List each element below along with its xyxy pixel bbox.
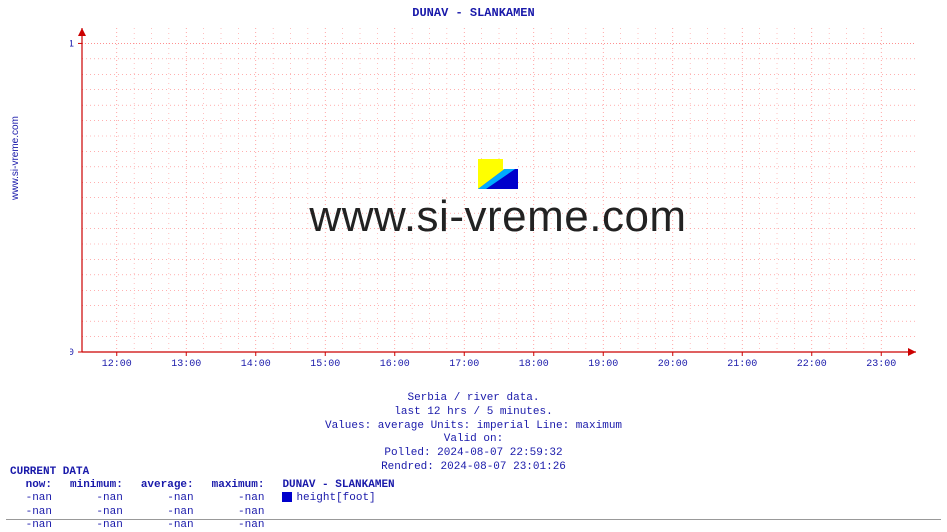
data-cell: -nan <box>70 519 141 532</box>
series-header: DUNAV - SLANKAMEN <box>282 479 412 492</box>
data-cell: -nan <box>10 506 70 519</box>
caption-line: Serbia / river data. <box>0 392 947 406</box>
data-cell: -nan <box>212 492 283 505</box>
data-cell: -nan <box>10 492 70 505</box>
watermark-logo <box>478 159 518 189</box>
column-header: maximum: <box>212 479 283 492</box>
column-header: now: <box>10 479 70 492</box>
chart-title: DUNAV - SLANKAMEN <box>0 6 947 20</box>
data-cell: -nan <box>141 519 212 532</box>
column-header: average: <box>141 479 212 492</box>
caption-line: Valid on: <box>0 433 947 447</box>
data-cell: -nan <box>141 506 212 519</box>
data-cell: -nan <box>141 492 212 505</box>
svg-text:19:00: 19:00 <box>588 359 618 366</box>
metric-cell <box>282 506 412 519</box>
caption-line: last 12 hrs / 5 minutes. <box>0 406 947 420</box>
svg-text:13:00: 13:00 <box>171 359 201 366</box>
legend-square-icon <box>282 492 292 502</box>
data-cell: -nan <box>212 506 283 519</box>
svg-text:20:00: 20:00 <box>658 359 688 366</box>
svg-text:17:00: 17:00 <box>449 359 479 366</box>
plot-area: 0 1 12:00 13:00 14:00 15:00 16:00 17:00 18:00 19:… <box>70 24 926 366</box>
svg-text:12:00: 12:00 <box>102 359 132 366</box>
svg-text:16:00: 16:00 <box>380 359 410 366</box>
svg-text:18:00: 18:00 <box>519 359 549 366</box>
watermark-text: www.si-vreme.com <box>70 192 926 242</box>
caption-line: Polled: 2024-08-07 22:59:32 <box>0 447 947 461</box>
y-axis-label: www.si-vreme.com <box>10 116 21 200</box>
metric-cell <box>282 519 412 532</box>
data-cell: -nan <box>70 506 141 519</box>
svg-text:15:00: 15:00 <box>310 359 340 366</box>
data-cell: -nan <box>212 519 283 532</box>
svg-text:22:00: 22:00 <box>797 359 827 366</box>
data-cell: -nan <box>10 519 70 532</box>
svg-text:0: 0 <box>70 348 74 359</box>
svg-text:21:00: 21:00 <box>727 359 757 366</box>
metric-label: height[foot] <box>296 492 375 504</box>
current-data-header: CURRENT DATA <box>10 466 413 479</box>
caption-line: Values: average Units: imperial Line: ma… <box>0 420 947 434</box>
current-data-block: CURRENT DATA now:minimum:average:maximum… <box>10 466 413 532</box>
svg-text:1: 1 <box>70 39 74 50</box>
footer-rule <box>6 519 941 520</box>
svg-text:23:00: 23:00 <box>866 359 896 366</box>
svg-text:14:00: 14:00 <box>241 359 271 366</box>
chart-caption: Serbia / river data. last 12 hrs / 5 min… <box>0 392 947 475</box>
current-data-table: now:minimum:average:maximum:DUNAV - SLAN… <box>10 479 413 532</box>
data-cell: -nan <box>70 492 141 505</box>
metric-cell: height[foot] <box>282 492 412 505</box>
column-header: minimum: <box>70 479 141 492</box>
